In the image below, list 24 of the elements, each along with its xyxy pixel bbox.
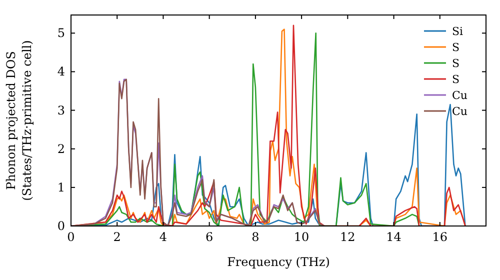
legend-label: Cu bbox=[452, 89, 468, 102]
x-tick-label: 6 bbox=[206, 230, 214, 244]
x-tick-label: 4 bbox=[159, 230, 168, 244]
x-tick-label: 12 bbox=[340, 230, 356, 244]
y-tick-label: 0 bbox=[57, 219, 65, 233]
y-tick-label: 3 bbox=[57, 103, 65, 118]
legend-label: Cu bbox=[452, 105, 468, 118]
legend-label: S bbox=[452, 57, 460, 70]
line-series bbox=[71, 78, 326, 226]
legend-label: S bbox=[452, 41, 460, 54]
x-tick-label: 16 bbox=[432, 230, 448, 244]
y-tick-label: 2 bbox=[57, 142, 65, 156]
x-tick-label: 8 bbox=[252, 230, 260, 244]
x-tick-label: 2 bbox=[113, 230, 121, 244]
y-tick-label: 1 bbox=[57, 180, 65, 194]
x-tick-label: 10 bbox=[294, 230, 310, 244]
x-tick-label: 14 bbox=[386, 230, 402, 244]
y-tick-label: 5 bbox=[57, 26, 65, 40]
y-tick-label: 4 bbox=[57, 64, 66, 79]
legend-label: Si bbox=[452, 25, 464, 38]
x-tick-label: 0 bbox=[67, 230, 75, 244]
x-axis-title: Frequency (THz) bbox=[227, 255, 330, 269]
y-axis-title: Phonon projected DOS (States/THz·primitive cell) bbox=[4, 40, 34, 201]
legend-label: S bbox=[452, 73, 460, 86]
